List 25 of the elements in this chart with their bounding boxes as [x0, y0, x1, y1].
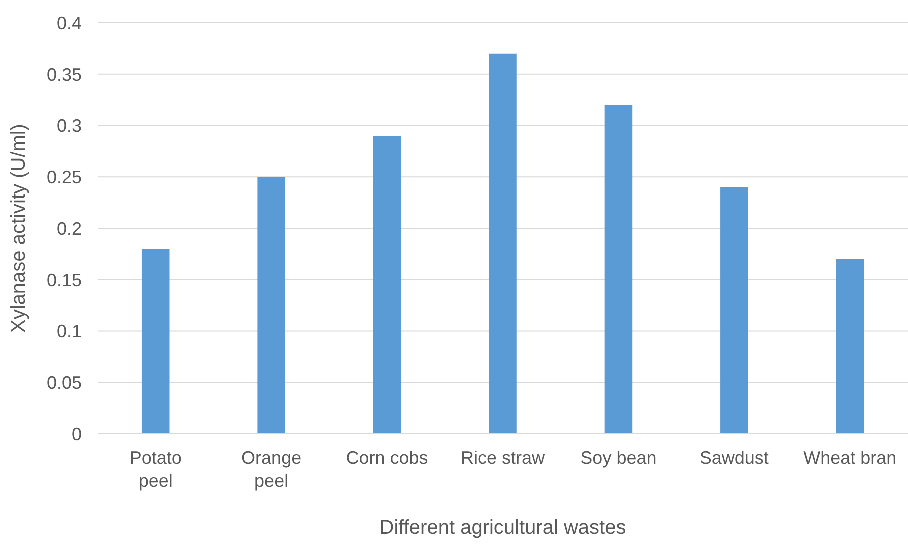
x-tick-label: Corn cobs	[346, 448, 428, 468]
bar	[836, 259, 864, 434]
x-axis-title: Different agricultural wastes	[380, 517, 626, 539]
x-tick-label: Sawdust	[700, 448, 769, 468]
y-tick-label: 0.2	[56, 218, 82, 239]
y-tick-label: 0.25	[46, 168, 82, 188]
y-tick-label: 0.1	[56, 322, 82, 342]
y-tick-label: 0.05	[46, 373, 82, 394]
y-tick-label: 0.3	[56, 116, 82, 136]
x-tick-label: Soy bean	[580, 448, 657, 468]
bar	[604, 105, 633, 434]
bar	[720, 187, 748, 434]
x-tick-label: Rice straw	[460, 448, 546, 468]
bar	[142, 249, 170, 434]
x-tick-label: Wheat bran	[804, 448, 897, 468]
x-tick-label: Potato peel	[130, 448, 182, 491]
bar	[258, 177, 286, 434]
y-tick-label: 0	[72, 424, 82, 444]
bar	[373, 136, 402, 434]
y-axis-title: Xylanase activity (U/ml)	[8, 124, 30, 333]
x-tick-label: Orange peel	[242, 448, 302, 491]
y-tick-label: 0.15	[46, 270, 82, 290]
y-tick-label: 0.35	[46, 64, 82, 85]
bar	[489, 54, 517, 434]
y-tick-label: 0.4	[56, 13, 82, 34]
